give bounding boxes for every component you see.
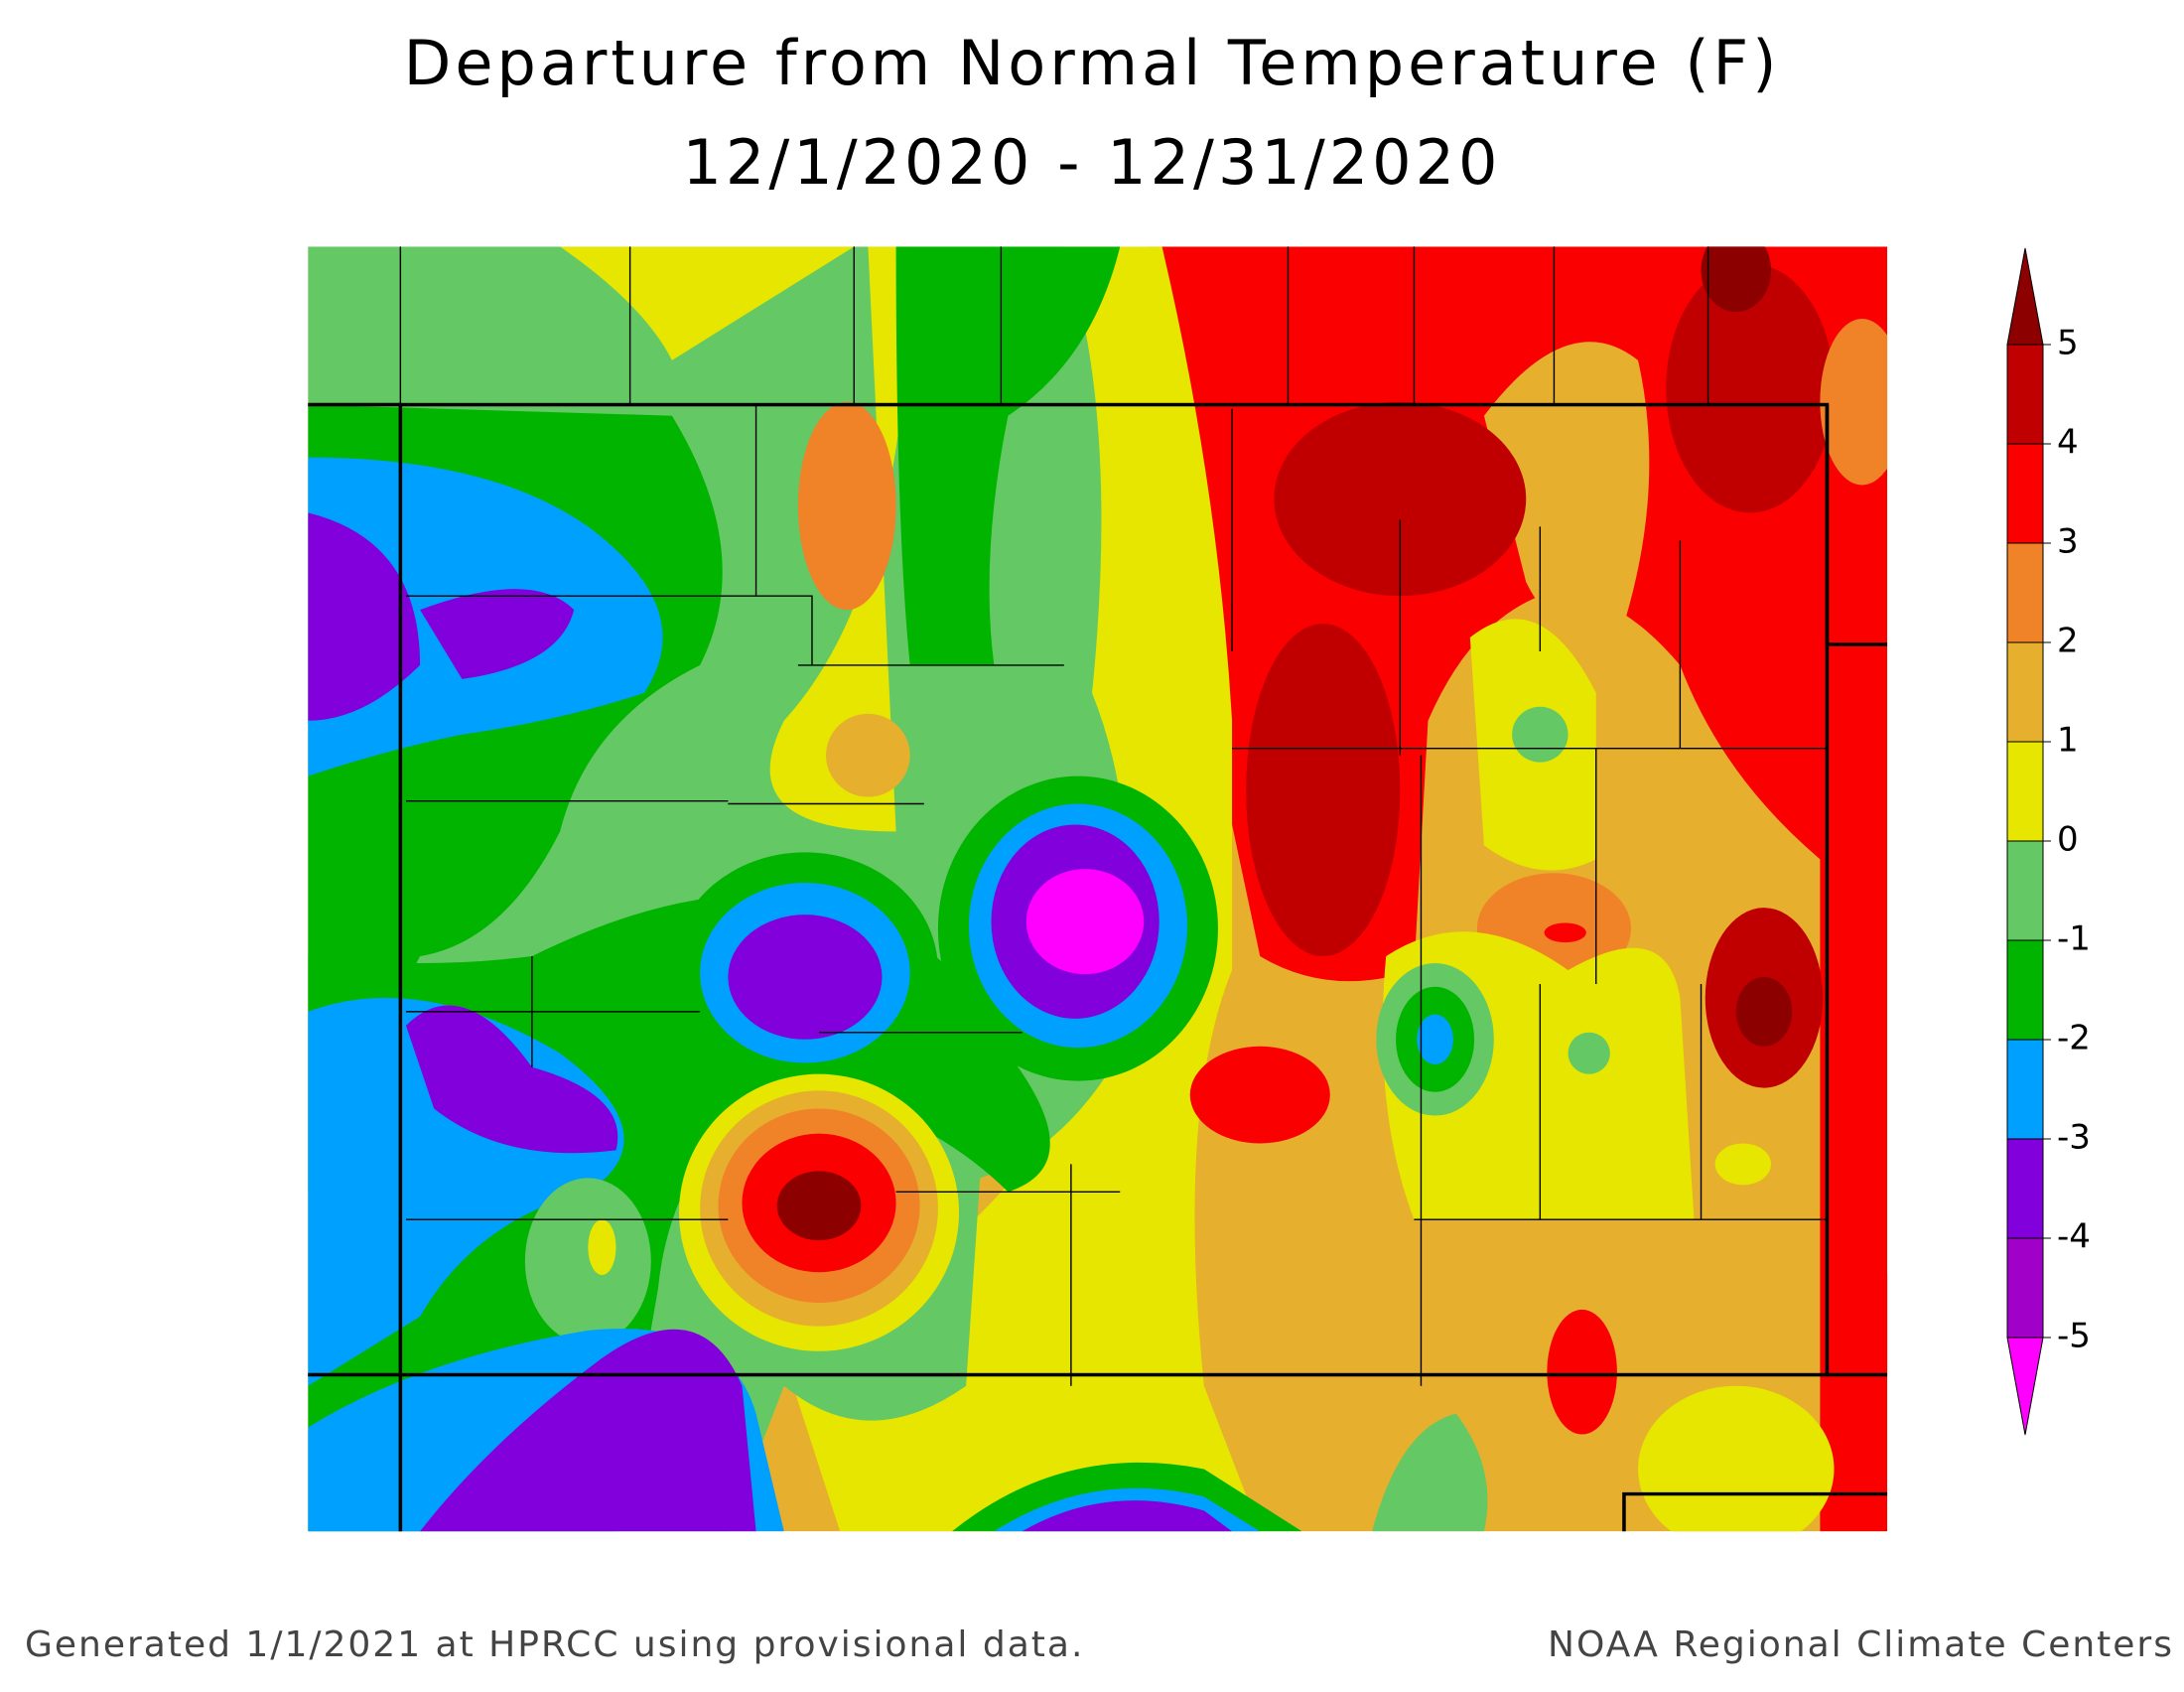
colorbar: 5 4 3 2 1 0 -1 -2 -3 -4 -5 [2006, 247, 2091, 1436]
footer-left: Generated 1/1/2021 at HPRCC using provis… [25, 1624, 1084, 1665]
color-band [2006, 542, 2044, 643]
tick-label: 2 [2057, 622, 2079, 661]
tick-label: -2 [2057, 1019, 2091, 1058]
tick-label: 3 [2057, 522, 2079, 562]
tick-label: -4 [2057, 1217, 2091, 1257]
footer-right: NOAA Regional Climate Centers [1548, 1624, 2174, 1665]
color-band [2006, 840, 2044, 941]
tick-label: 1 [2057, 721, 2079, 761]
color-band [2006, 443, 2044, 544]
tick-label: -5 [2057, 1317, 2091, 1356]
map [308, 246, 1888, 1532]
color-arrow-top [2006, 247, 2044, 346]
color-band [2006, 1039, 2044, 1140]
color-band [2006, 641, 2044, 743]
tick-label: 4 [2057, 423, 2079, 463]
color-band [2006, 741, 2044, 842]
title-line: 12/1/2020 - 12/31/2020 [682, 126, 1501, 199]
tick-label: -1 [2057, 919, 2091, 959]
tick-label: 5 [2057, 324, 2079, 363]
tick-label: 0 [2057, 820, 2079, 860]
contour-fill [308, 246, 1888, 1532]
color-band [2006, 344, 2044, 445]
color-arrow-bottom [2006, 1337, 2044, 1436]
color-band [2006, 939, 2044, 1041]
tick-label: -3 [2057, 1118, 2091, 1158]
color-band [2006, 1237, 2044, 1339]
boundaries [308, 246, 1888, 1532]
color-band [2006, 1138, 2044, 1239]
title-line: Departure from Normal Temperature (F) [404, 27, 1781, 99]
